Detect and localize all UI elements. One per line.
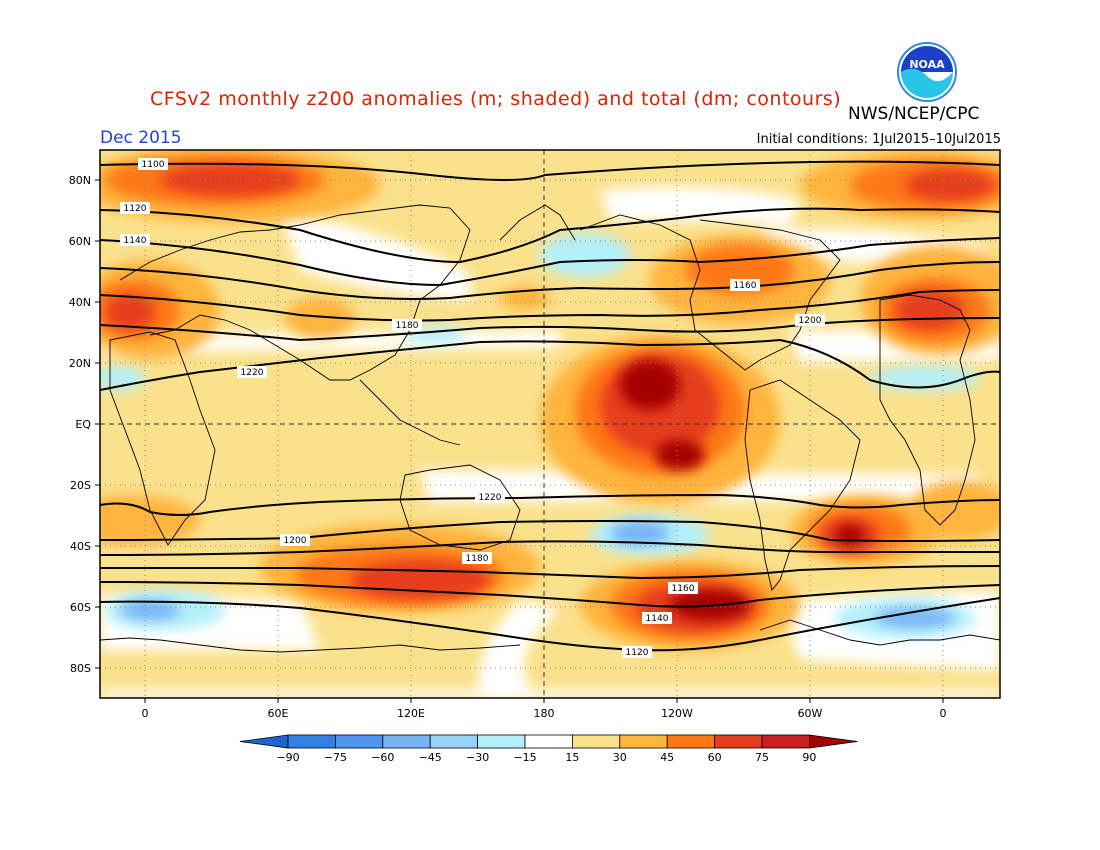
chart-title: CFSv2 monthly z200 anomalies (m; shaded)… [150,88,842,110]
legend-swatch [429,734,479,749]
color-legend: −90 −75 −60 −45 −30 −15 15 30 45 60 75 90 [239,734,858,764]
contour-label: 1100 [142,160,165,170]
lon-label: 0 [940,707,947,720]
legend-swatch [714,734,763,749]
lon-label: 0 [142,707,149,720]
lon-label: 120E [397,707,425,720]
lat-label: 80S [70,662,91,675]
legend-swatch [619,734,668,749]
lat-label: EQ [75,418,91,431]
legend-label: −75 [324,751,347,764]
legend-label: 90 [802,751,816,764]
legend-label: −15 [513,751,536,764]
legend-label: −45 [419,751,442,764]
contour-label: 1200 [799,316,822,326]
lat-label: 20N [69,357,91,370]
contour-label: 1120 [626,648,649,658]
lat-label: 40S [70,540,91,553]
lat-axis: 80N 60N 40N 20N EQ 20S 40S 60S 80S [69,174,92,675]
noaa-logo: NOAA [897,42,957,102]
legend-label: 30 [613,751,627,764]
legend-swatch [382,734,431,749]
legend-swatch [572,734,621,749]
contour-label: 1160 [734,281,757,291]
lat-label: 20S [70,479,91,492]
legend-label: −90 [276,751,299,764]
contour-label: 1200 [284,536,307,546]
legend-swatch [809,734,858,749]
lon-label: 120W [661,707,693,720]
contour-label: 1120 [124,204,147,214]
contour-label: 1140 [124,236,147,246]
legend-swatch [524,734,573,749]
anomaly-shading [100,150,1000,698]
lon-label: 60W [798,707,823,720]
contour-label: 1220 [479,493,502,503]
legend-swatch [334,734,384,749]
legend-label: −60 [371,751,394,764]
contour-label: 1180 [466,554,489,564]
lat-label: 40N [69,296,91,309]
legend-swatch [239,734,289,749]
svg-text:NOAA: NOAA [909,58,945,71]
lat-label: 80N [69,174,91,187]
contour-labels: 1100 1120 1140 1160 1180 1200 1220 1220 … [120,158,825,658]
legend-label: 15 [565,751,579,764]
lat-label: 60S [70,601,91,614]
legend-label: 45 [660,751,674,764]
lon-axis: 0 60E 120E 180 120W 60W 0 [142,707,947,720]
contour-label: 1160 [672,584,695,594]
agency-label: NWS/NCEP/CPC [848,104,980,124]
lat-label: 60N [69,235,91,248]
legend-label: −30 [466,751,489,764]
legend-swatch [666,734,716,749]
lon-label: 60E [268,707,289,720]
contour-label: 1140 [646,614,669,624]
contour-label: 1220 [241,368,264,378]
legend-swatch [761,734,810,749]
legend-label: 75 [755,751,769,764]
contour-label: 1180 [396,321,419,331]
initial-conditions-label: Initial conditions: 1Jul2015–10Jul2015 [756,132,1001,147]
legend-swatch [477,734,526,749]
lon-label: 180 [534,707,555,720]
legend-swatch [287,734,336,749]
legend-label: 60 [708,751,722,764]
valid-month-label: Dec 2015 [100,128,182,148]
